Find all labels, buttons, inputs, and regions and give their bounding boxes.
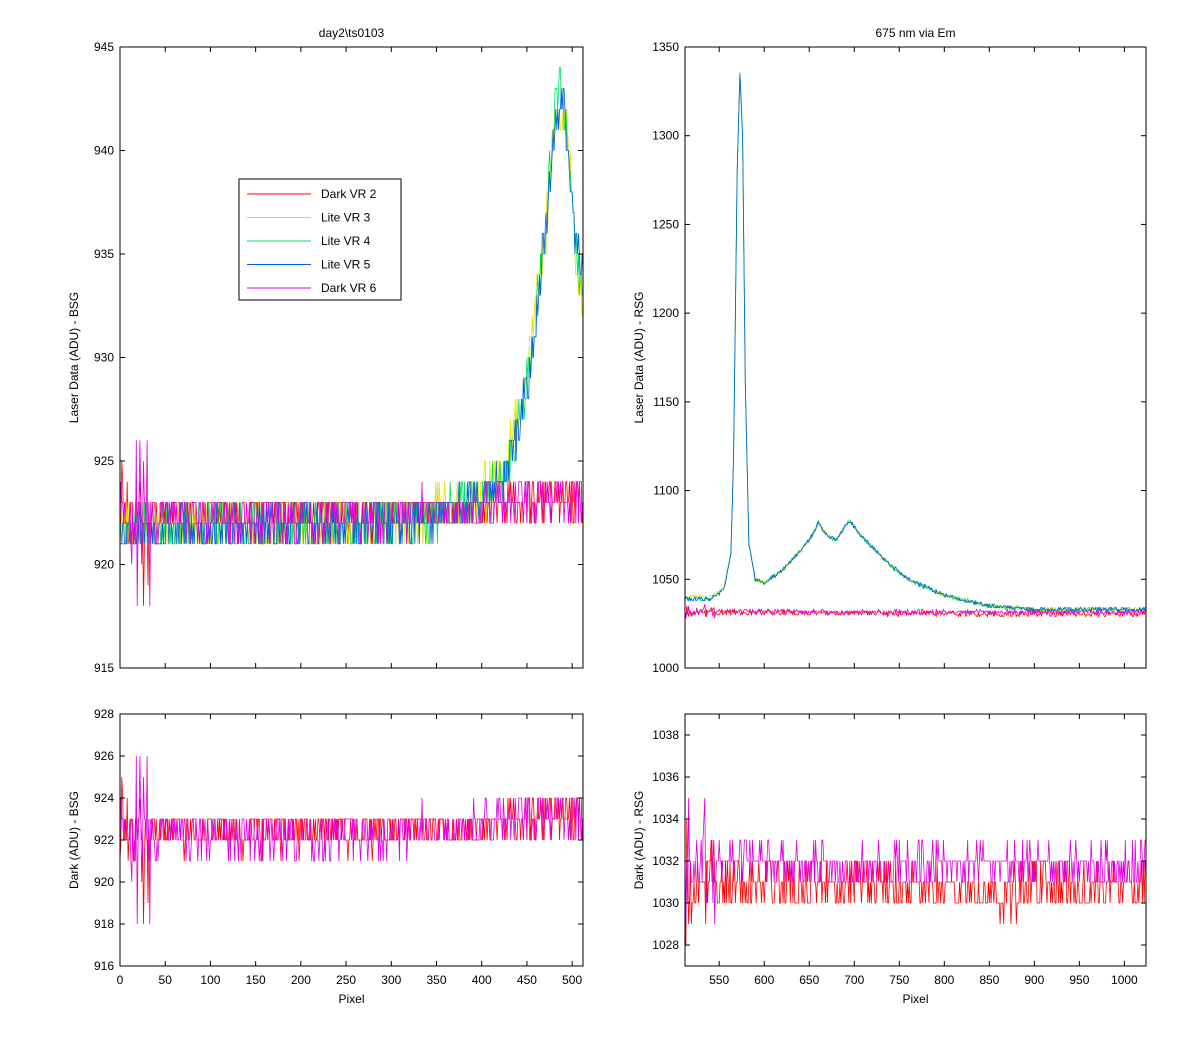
chart-title: day2\ts0103 (319, 26, 385, 40)
series-line-lite-vr-5 (685, 73, 1146, 613)
x-tick-label: 900 (1024, 973, 1044, 987)
series-group (685, 797, 1146, 946)
x-tick-label: 250 (336, 973, 356, 987)
y-tick-label: 1038 (652, 728, 679, 742)
x-tick-label: 950 (1069, 973, 1089, 987)
plot-area (684, 713, 1147, 967)
legend-label: Lite VR 5 (321, 258, 371, 272)
chart-tl: 915 920 925 930 935 940 945 day2\ts0103 Laser Da… (67, 26, 584, 675)
y-tick-label: 1000 (652, 661, 679, 675)
x-tick-label: 150 (246, 973, 266, 987)
legend-label: Dark VR 2 (321, 187, 377, 201)
y-tick-label: 915 (94, 661, 114, 675)
x-tick-label: 400 (472, 973, 492, 987)
legend-label: Lite VR 3 (321, 211, 371, 225)
x-tick-label: 200 (291, 973, 311, 987)
x-tick-label: 50 (159, 973, 173, 987)
x-tick-label: 800 (934, 973, 954, 987)
axes-frame (684, 46, 1147, 669)
y-tick-label: 1350 (652, 40, 679, 54)
axes-frame (684, 713, 1147, 967)
x-tick-label: 650 (799, 973, 819, 987)
y-tick-label: 1200 (652, 306, 679, 320)
y-axis-label: Laser Data (ADU) - BSG (67, 292, 81, 423)
x-tick-label: 300 (381, 973, 401, 987)
x-tick-label: 550 (709, 973, 729, 987)
series-line-dark-vr-6 (120, 440, 583, 606)
y-tick-label: 918 (94, 917, 114, 931)
plot-area (119, 46, 584, 669)
y-tick-label: 916 (94, 959, 114, 973)
chart-title: 675 nm via Em (875, 26, 955, 40)
y-tick-label: 1150 (653, 395, 679, 409)
legend: Dark VR 2 Lite VR 3 Lite VR 4 Lite VR 5 Dark… (238, 178, 402, 301)
y-tick-label: 935 (94, 247, 114, 261)
y-tick-label: 1030 (652, 896, 679, 910)
y-tick-label: 925 (94, 454, 114, 468)
legend-box (238, 178, 402, 301)
y-axis-label: Dark (ADU) - BSG (67, 791, 81, 889)
y-tick-label: 1100 (653, 484, 679, 498)
x-tick-label: 700 (844, 973, 864, 987)
series-line-dark-vr-6 (685, 797, 1146, 925)
series-line-dark-vr-6 (120, 755, 583, 925)
y-tick-label: 1036 (652, 770, 679, 784)
x-tick-label: 850 (979, 973, 999, 987)
y-tick-label: 924 (94, 791, 114, 805)
y-tick-label: 1032 (652, 854, 679, 868)
series-group (685, 71, 1146, 619)
x-axis-label: Pixel (902, 992, 928, 1006)
x-tick-label: 1000 (1111, 973, 1138, 987)
series-group (120, 755, 583, 925)
y-axis-label: Dark (ADU) - RSG (632, 791, 646, 890)
y-tick-label: 1300 (652, 129, 679, 143)
y-tick-label: 1250 (652, 217, 679, 231)
y-tick-label: 1050 (652, 572, 679, 586)
y-tick-label: 940 (94, 144, 114, 158)
y-axis-label: Laser Data (ADU) - RSG (632, 291, 646, 423)
x-tick-label: 450 (517, 973, 537, 987)
y-tick-label: 945 (94, 40, 114, 54)
x-tick-label: 350 (426, 973, 446, 987)
series-line-dark-vr-6 (685, 604, 1146, 619)
chart-tr: 1000 1050 1100 1150 1200 1250 1300 1350 675 nm v… (632, 26, 1147, 675)
chart-br: 550 600 650 700 750 800 850 900 950 1000 1028 1030 1… (632, 713, 1147, 1006)
x-tick-label: 0 (117, 973, 124, 987)
y-tick-label: 920 (94, 558, 114, 572)
y-tick-label: 1028 (652, 938, 679, 952)
legend-label: Dark VR 6 (321, 281, 377, 295)
x-axis-label: Pixel (338, 992, 364, 1006)
y-tick-label: 926 (94, 749, 114, 763)
y-tick-label: 928 (94, 707, 114, 721)
legend-label: Lite VR 4 (321, 234, 371, 248)
y-tick-label: 1034 (652, 812, 679, 826)
y-tick-label: 930 (94, 351, 114, 365)
series-line-dark-vr-2 (685, 818, 1146, 946)
chart-bl: 0 50 100 150 200 250 300 350 400 450 500 916 918 920 9… (67, 707, 584, 1006)
x-tick-label: 600 (754, 973, 774, 987)
series-group (120, 67, 583, 606)
y-tick-label: 920 (94, 875, 114, 889)
x-tick-label: 500 (562, 973, 582, 987)
y-tick-label: 922 (94, 833, 114, 847)
plot-area (684, 46, 1147, 669)
x-tick-label: 750 (889, 973, 909, 987)
x-tick-label: 100 (200, 973, 220, 987)
